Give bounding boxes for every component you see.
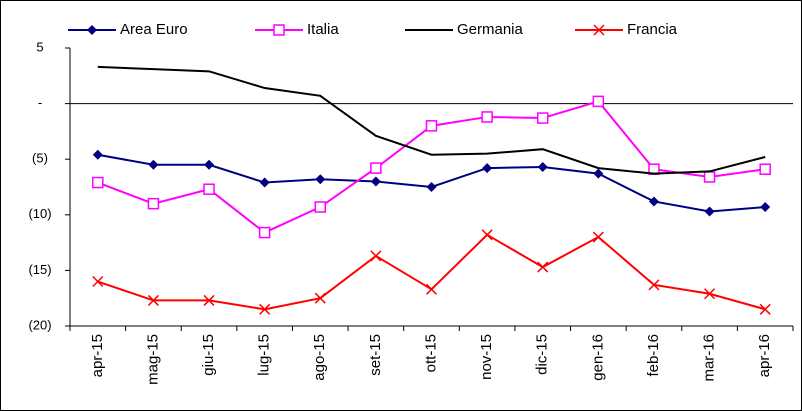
- marker: [203, 183, 215, 195]
- marker: [648, 279, 660, 291]
- y-tick-label: (10): [28, 206, 51, 221]
- marker: [370, 176, 381, 187]
- marker: [92, 149, 103, 160]
- marker: [315, 174, 326, 185]
- x-tick-label: apr-15: [89, 334, 106, 377]
- legend-label: Francia: [627, 21, 678, 38]
- marker: [259, 303, 271, 315]
- marker: [704, 288, 716, 300]
- x-tick-label: dic-15: [534, 334, 551, 375]
- marker: [592, 95, 605, 108]
- legend-label: Germania: [457, 21, 524, 38]
- marker: [370, 162, 382, 174]
- x-tick-label: set-15: [367, 334, 384, 376]
- marker: [258, 226, 271, 239]
- x-tick-label: mar-16: [701, 334, 718, 382]
- marker: [593, 24, 605, 36]
- marker: [203, 294, 215, 306]
- marker: [426, 182, 437, 192]
- y-tick-label: (20): [28, 317, 51, 332]
- marker: [760, 202, 771, 213]
- marker: [759, 163, 771, 175]
- marker: [425, 283, 438, 295]
- legend-label: Area Euro: [120, 21, 188, 38]
- y-tick-label: (5): [32, 151, 48, 166]
- marker: [592, 231, 604, 243]
- marker: [759, 303, 771, 315]
- marker: [425, 120, 438, 132]
- x-tick-label: apr-16: [756, 334, 773, 377]
- marker: [87, 25, 97, 35]
- legend-label: Italia: [307, 21, 339, 38]
- marker: [204, 159, 215, 170]
- marker: [273, 24, 285, 36]
- marker: [536, 112, 549, 124]
- series-line: [97, 65, 766, 175]
- y-tick-label: -: [38, 95, 42, 110]
- marker: [92, 275, 104, 288]
- marker: [593, 168, 604, 179]
- marker: [92, 176, 104, 189]
- x-tick-label: mag-15: [144, 334, 161, 385]
- marker: [481, 229, 493, 241]
- x-tick-label: giu-15: [200, 334, 217, 376]
- marker: [703, 171, 716, 183]
- x-tick-label: feb-16: [645, 334, 662, 377]
- marker: [482, 163, 493, 174]
- marker: [704, 206, 715, 217]
- marker: [481, 111, 493, 123]
- x-tick-label: lug-15: [256, 334, 273, 376]
- marker: [314, 201, 327, 213]
- marker: [370, 250, 382, 262]
- marker: [537, 161, 548, 172]
- marker: [259, 177, 270, 188]
- marker: [648, 196, 659, 207]
- marker: [147, 294, 159, 306]
- y-tick-label: 5: [36, 39, 43, 54]
- x-tick-label: gen-16: [589, 334, 606, 381]
- marker: [148, 159, 159, 170]
- x-tick-label: nov-15: [478, 334, 495, 380]
- marker: [537, 261, 549, 273]
- marker: [314, 292, 326, 304]
- y-tick-label: (15): [28, 262, 51, 277]
- x-tick-label: ott-15: [422, 334, 439, 372]
- x-tick-label: ago-15: [311, 334, 328, 381]
- marker: [147, 197, 160, 210]
